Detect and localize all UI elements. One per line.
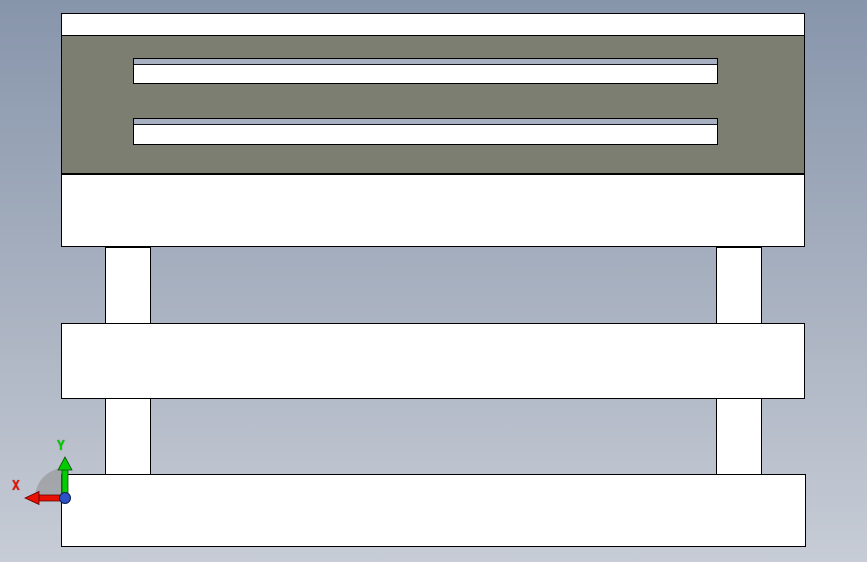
rotation-arc-icon <box>35 468 65 498</box>
slot-upper-recess-face[interactable] <box>134 59 717 65</box>
slot-lower-recess-face[interactable] <box>134 119 717 125</box>
part-back-panel[interactable] <box>61 35 805 174</box>
part-slot-upper[interactable] <box>133 58 718 84</box>
part-bottom-rail[interactable] <box>61 474 806 547</box>
y-axis-label: Y <box>57 439 65 454</box>
part-post-lower-right[interactable] <box>716 398 762 475</box>
part-mid-rail[interactable] <box>61 174 805 247</box>
part-slot-lower[interactable] <box>133 118 718 145</box>
part-top-rail[interactable] <box>61 13 805 36</box>
origin-triad <box>24 456 73 506</box>
y-axis-arrow-icon <box>57 456 73 499</box>
part-post-upper-right[interactable] <box>716 247 762 324</box>
part-post-upper-left[interactable] <box>105 247 151 324</box>
part-post-lower-left[interactable] <box>105 398 151 475</box>
x-axis-label: X <box>12 479 20 494</box>
part-seat-rail[interactable] <box>61 323 805 399</box>
origin-point-icon <box>59 492 71 504</box>
